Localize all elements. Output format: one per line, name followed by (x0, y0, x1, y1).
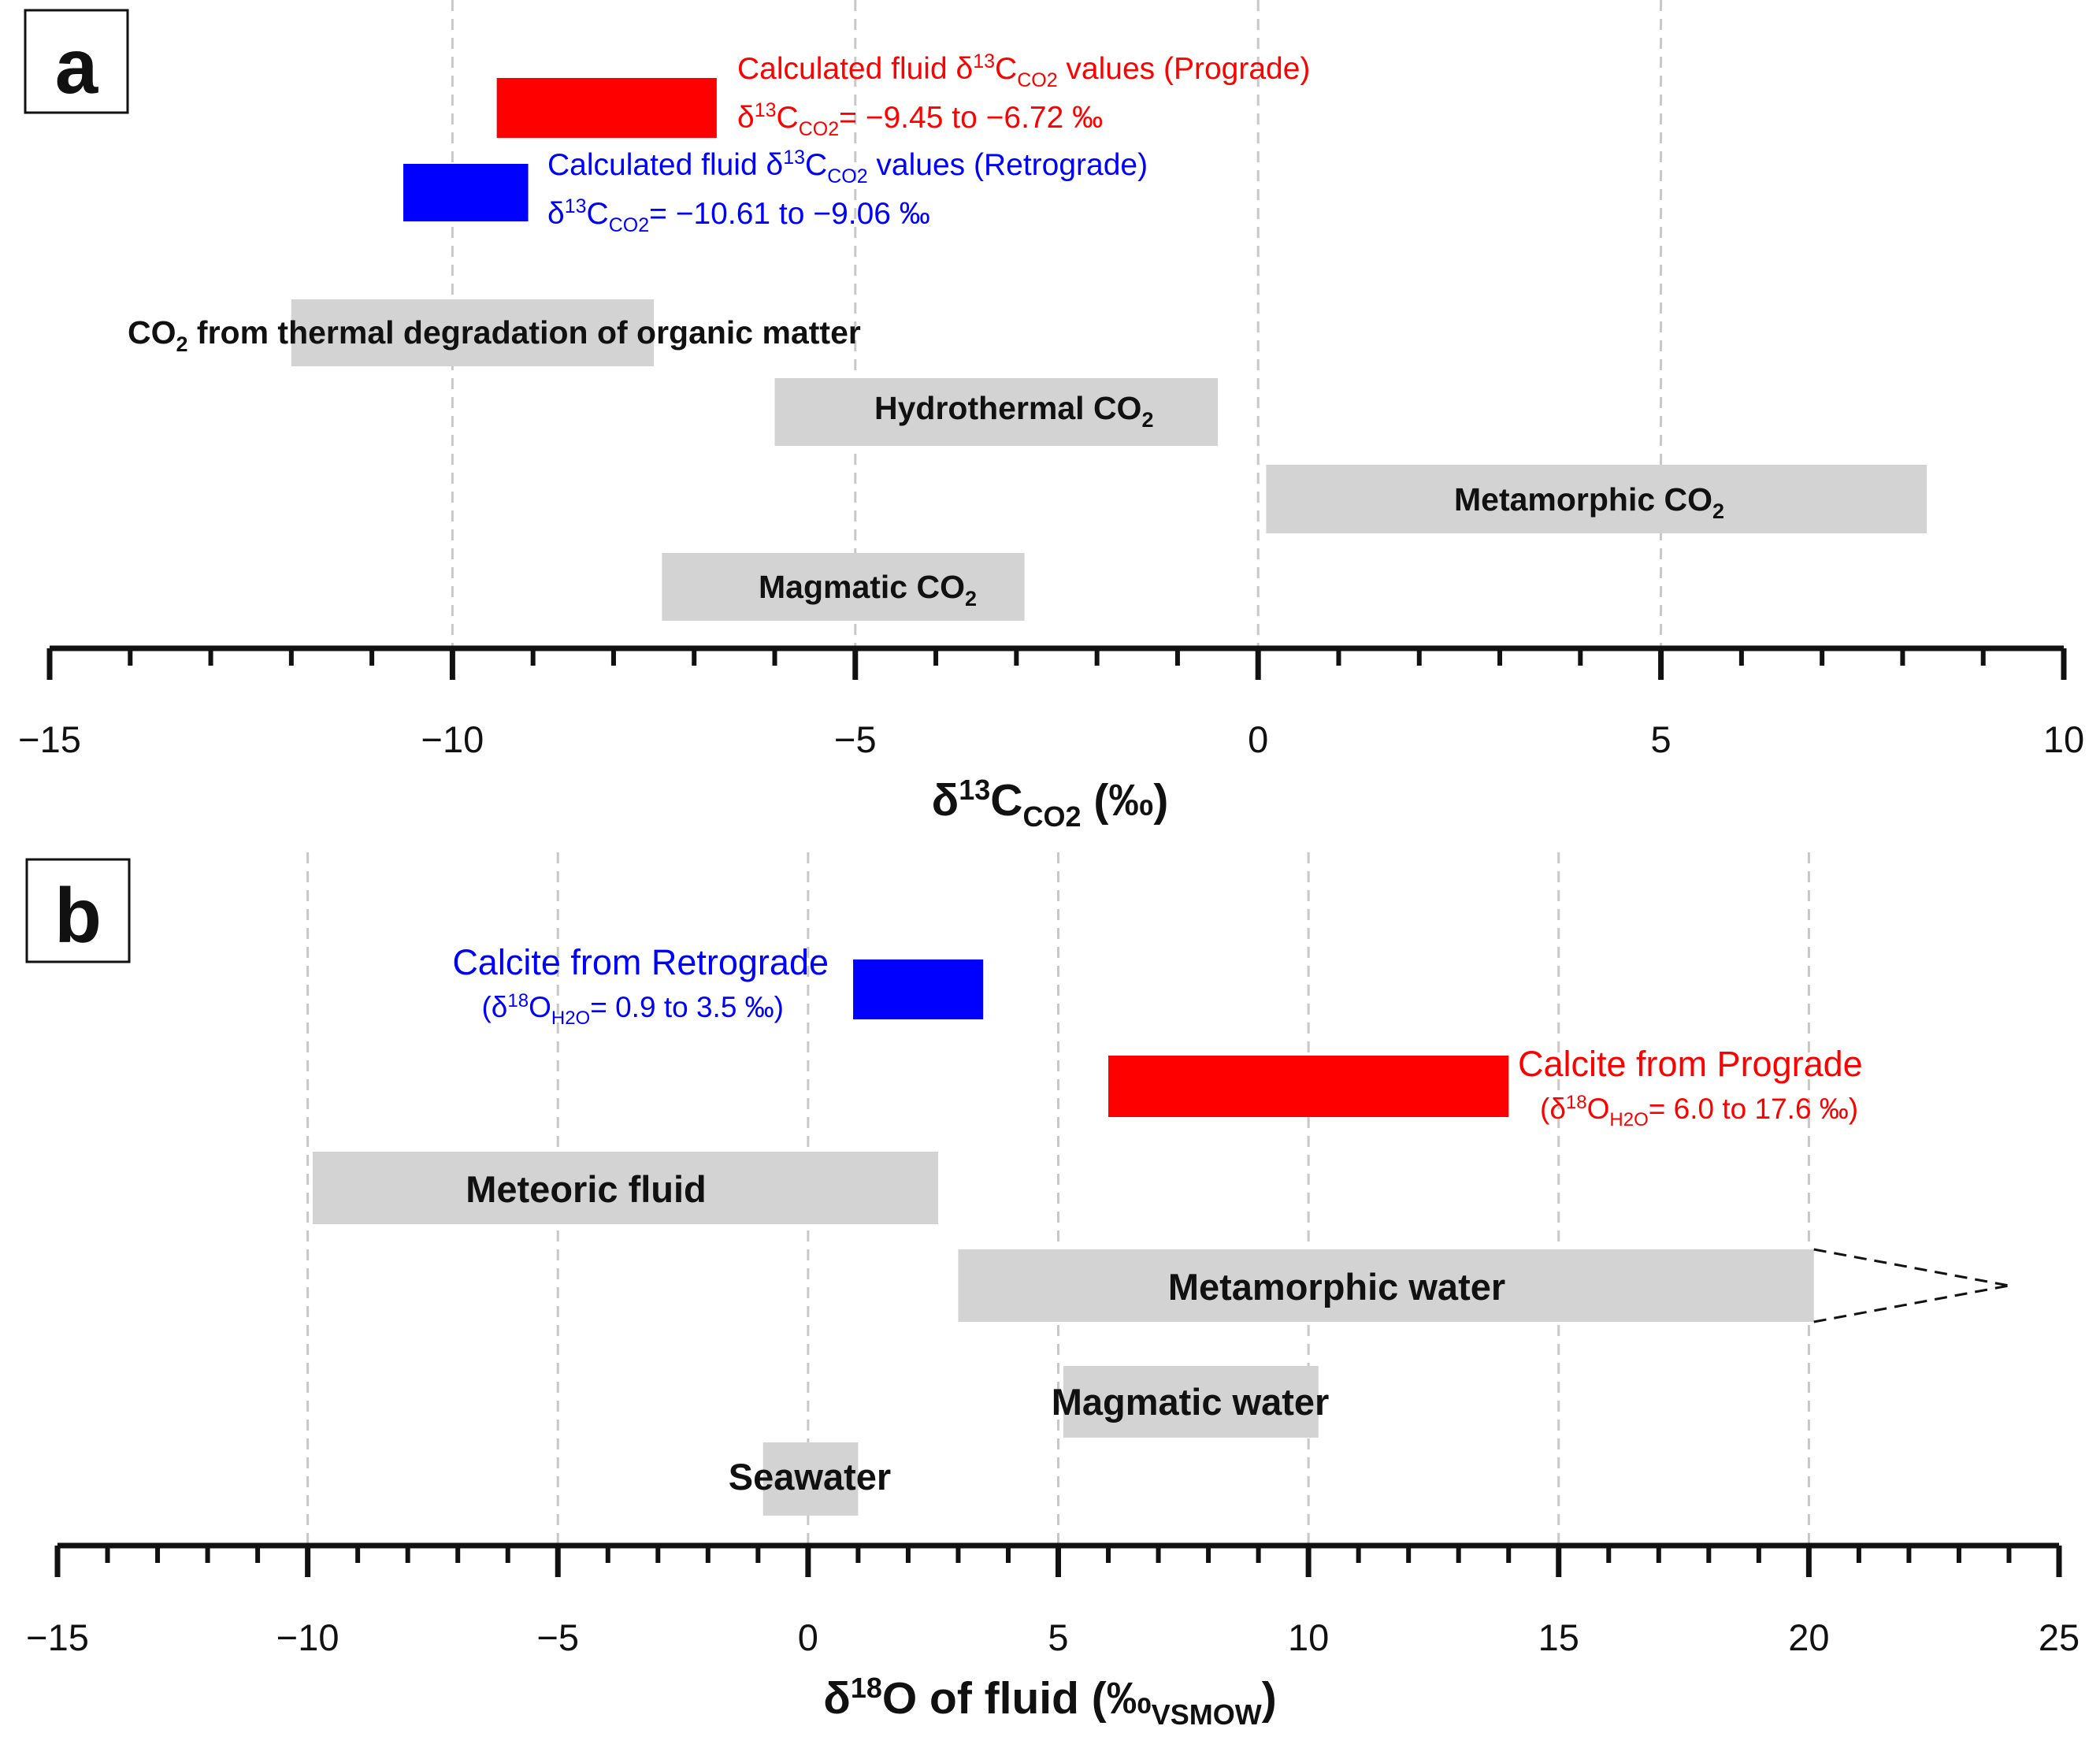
bar-magmatic-co2 (662, 553, 1025, 621)
panel-b-bars (312, 959, 1814, 1516)
bar-meteoric-fluid (312, 1152, 939, 1224)
x-tick-label: 5 (1651, 718, 1671, 760)
bar-calculated-fluid-13cco2-values-retrograde (403, 164, 529, 221)
bar-label-hydrothermal-co2: Hydrothermal CO2 (874, 390, 1153, 432)
x-tick-label: 5 (1048, 1616, 1068, 1658)
annotation-prograde-range-b: (δ18OH2O= 6.0 to 17.6 ‰) (1540, 1092, 1858, 1130)
open-range-arrow-upper (1813, 1248, 2009, 1287)
bar-hydrothermal-co2 (774, 378, 1219, 446)
annotation-retrograde-range-b: (δ18OH2O= 0.9 to 3.5 ‰) (481, 990, 784, 1029)
x-tick-label: 15 (1538, 1616, 1579, 1658)
x-tick-label: −10 (276, 1616, 339, 1658)
bar-co2-from-thermal-degradation-of-organic-matter (291, 299, 655, 366)
panel-a-x-axis-title: δ13CCO2 (‰) (932, 774, 1169, 833)
annotation-prograde-title: Calculated fluid δ13CCO2 values (Prograd… (737, 50, 1310, 91)
annotation-retrograde-title-b: Calcite from Retrograde (452, 942, 829, 982)
panel-b-letter: b (54, 872, 102, 959)
x-tick-label: −5 (834, 718, 877, 760)
annotation-retrograde-range: δ13CCO2= −10.61 to −9.06 ‰ (547, 195, 930, 236)
bar-calcite-from-retrograde (853, 959, 984, 1019)
x-tick-label: 25 (2039, 1616, 2080, 1658)
open-range-arrow-lower (1813, 1284, 2009, 1323)
panel-b-x-axis-title: δ18O of fluid (‰VSMOW) (823, 1672, 1277, 1731)
bar-calculated-fluid-13cco2-values-prograde (496, 78, 717, 138)
panel-a-letter-box (24, 9, 129, 114)
annotation-prograde-range: δ13CCO2= −9.45 to −6.72 ‰ (737, 99, 1103, 140)
bar-magmatic-water (1063, 1366, 1319, 1438)
bar-calcite-from-prograde (1108, 1056, 1509, 1117)
bar-label-organic-co2: CO2 from thermal degradation of organic … (128, 314, 861, 356)
annotation-prograde-title-b: Calcite from Prograde (1518, 1044, 1863, 1084)
panel-a-bars (291, 78, 1927, 621)
x-tick-label: 0 (798, 1616, 818, 1658)
x-tick-label: −5 (536, 1616, 579, 1658)
bar-label-metamorphic-water: Metamorphic water (1168, 1266, 1505, 1308)
x-tick-label: 10 (2043, 718, 2084, 760)
annotation-retrograde-title: Calculated fluid δ13CCO2 values (Retrogr… (547, 147, 1148, 187)
panel-b-x-axis: −15 −10 −5 0 5 10 15 20 25 (26, 1542, 2080, 1658)
x-tick-label: −10 (421, 718, 484, 760)
x-tick-label: 20 (1788, 1616, 1829, 1658)
metamorphic-water-open-range-arrow (1813, 1248, 2009, 1323)
x-tick-label: −15 (26, 1616, 89, 1658)
panel-a-x-axis: −15 −10 −5 0 5 10 (18, 645, 2084, 760)
bar-metamorphic-co2 (1266, 465, 1927, 533)
bar-label-magmatic-co2: Magmatic CO2 (759, 569, 977, 611)
panel-a-letter: a (55, 23, 99, 109)
bar-label-seawater: Seawater (729, 1456, 891, 1498)
bar-label-magmatic-water: Magmatic water (1052, 1381, 1330, 1423)
x-tick-label: 10 (1288, 1616, 1329, 1658)
bar-label-meteoric-fluid: Meteoric fluid (466, 1168, 707, 1210)
bar-metamorphic-water (958, 1249, 1814, 1322)
x-tick-label: −15 (18, 718, 81, 760)
bar-seawater (762, 1442, 859, 1516)
panel-a: a CO2 from thermal degradation of organi… (18, 0, 2084, 833)
panel-b-letter-box (25, 858, 131, 963)
bar-label-metamorphic-co2: Metamorphic CO2 (1454, 481, 1724, 523)
x-tick-label: 0 (1248, 718, 1268, 760)
panel-b: b Meteoric fluid Metamorphic water Magma… (25, 852, 2080, 1731)
